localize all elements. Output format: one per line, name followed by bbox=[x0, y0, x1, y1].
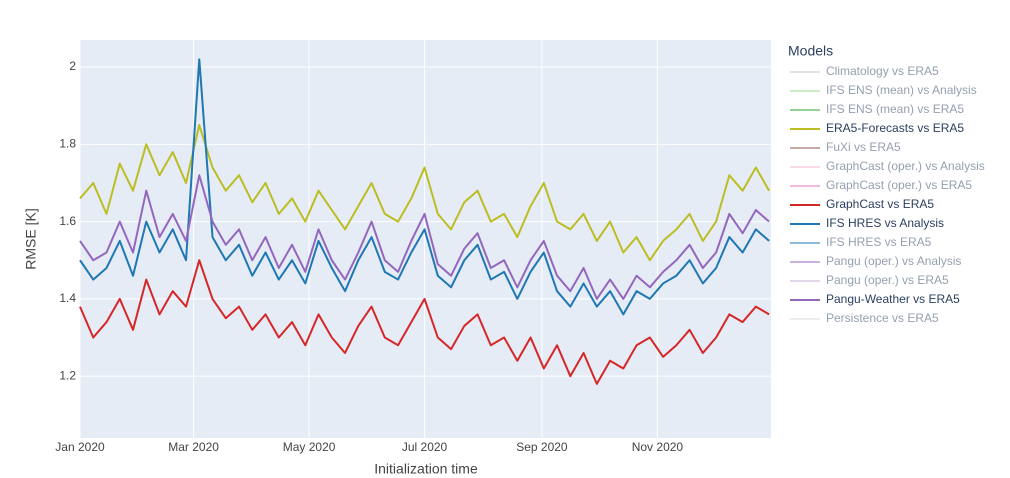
legend-label: GraphCast (oper.) vs ERA5 bbox=[826, 178, 972, 192]
legend-item[interactable]: IFS HRES vs Analysis bbox=[790, 216, 944, 230]
legend-label: IFS ENS (mean) vs Analysis bbox=[826, 83, 977, 97]
x-tick-label: Jul 2020 bbox=[402, 440, 448, 454]
y-axis-title: RMSE [K] bbox=[23, 208, 39, 269]
x-axis-title: Initialization time bbox=[374, 461, 478, 477]
legend-item[interactable]: GraphCast vs ERA5 bbox=[790, 197, 934, 211]
x-tick-label: May 2020 bbox=[283, 440, 336, 454]
legend-label: GraphCast (oper.) vs Analysis bbox=[826, 159, 985, 173]
series-line bbox=[79, 174, 770, 300]
y-tick-label: 1.6 bbox=[59, 214, 76, 228]
legend-label: Persistence vs ERA5 bbox=[826, 311, 939, 325]
labels: 1.2 1.4 1.6 1.8 2 Jan 2020 Mar 2020 May 2020 Jul… bbox=[55, 59, 683, 454]
legend-label: IFS ENS (mean) vs ERA5 bbox=[826, 102, 964, 116]
legend-title: Models bbox=[788, 43, 833, 59]
legend-item[interactable]: IFS ENS (mean) vs ERA5 bbox=[790, 102, 964, 116]
x-tick-label: Sep 2020 bbox=[516, 440, 568, 454]
legend-item[interactable]: Pangu (oper.) vs ERA5 bbox=[790, 273, 949, 287]
x-tick-label: Mar 2020 bbox=[168, 440, 219, 454]
y-tick-label: 1.8 bbox=[59, 137, 76, 151]
series-line bbox=[79, 58, 770, 316]
legend-item[interactable]: Persistence vs ERA5 bbox=[790, 311, 939, 325]
y-tick-label: 2 bbox=[69, 59, 76, 73]
legend-label: Pangu (oper.) vs ERA5 bbox=[826, 273, 949, 287]
legend-item[interactable]: IFS ENS (mean) vs Analysis bbox=[790, 83, 977, 97]
plot-area bbox=[80, 40, 771, 438]
x-tick-label: Jan 2020 bbox=[55, 440, 105, 454]
y-tick-label: 1.4 bbox=[59, 291, 76, 305]
legend-label: Pangu (oper.) vs Analysis bbox=[826, 254, 961, 268]
legend-label: Climatology vs ERA5 bbox=[826, 64, 939, 78]
lines bbox=[79, 58, 770, 385]
legend-item[interactable]: Pangu (oper.) vs Analysis bbox=[790, 254, 961, 268]
legend-item[interactable]: Pangu-Weather vs ERA5 bbox=[790, 292, 960, 306]
legend-label: Pangu-Weather vs ERA5 bbox=[826, 292, 960, 306]
legend-label: FuXi vs ERA5 bbox=[826, 140, 901, 154]
legend-item[interactable]: Climatology vs ERA5 bbox=[790, 64, 939, 78]
legend-item[interactable]: GraphCast (oper.) vs ERA5 bbox=[790, 178, 972, 192]
legend-label: ERA5-Forecasts vs ERA5 bbox=[826, 121, 964, 135]
legend-item[interactable]: FuXi vs ERA5 bbox=[790, 140, 901, 154]
legend: Climatology vs ERA5 IFS ENS (mean) vs Ana… bbox=[790, 64, 985, 325]
series-line bbox=[79, 124, 770, 262]
x-tick-label: Nov 2020 bbox=[632, 440, 684, 454]
legend-label: IFS HRES vs Analysis bbox=[826, 216, 944, 230]
legend-label: GraphCast vs ERA5 bbox=[826, 197, 934, 211]
legend-label: IFS HRES vs ERA5 bbox=[826, 235, 932, 249]
legend-item[interactable]: ERA5-Forecasts vs ERA5 bbox=[790, 121, 964, 135]
legend-item[interactable]: GraphCast (oper.) vs Analysis bbox=[790, 159, 985, 173]
y-tick-label: 1.2 bbox=[59, 368, 76, 382]
legend-item[interactable]: IFS HRES vs ERA5 bbox=[790, 235, 932, 249]
series-line bbox=[79, 259, 770, 385]
